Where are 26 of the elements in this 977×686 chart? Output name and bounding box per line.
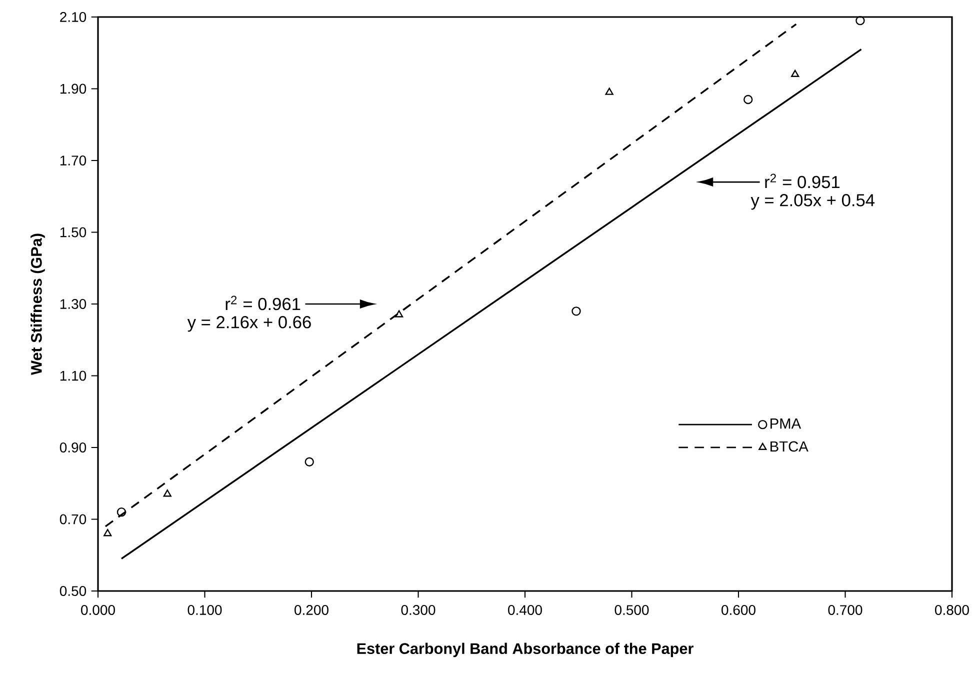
y-tick-label: 1.30: [60, 299, 86, 309]
legend-label: PMA: [770, 418, 802, 429]
x-tick-label: 0.500: [614, 605, 649, 615]
y-tick-label: 0.90: [60, 442, 86, 452]
x-tick-label: 0.000: [81, 605, 115, 615]
y-tick-label: 0.50: [60, 586, 86, 596]
annotation: r$^{2}$ = 0.951: [765, 174, 840, 188]
x-tick-label: 0.300: [401, 605, 436, 615]
x-tick-label: 0.800: [935, 605, 969, 615]
y-tick-label: 1.70: [60, 156, 86, 166]
legend-label: BTCA: [770, 441, 808, 452]
annotation: y = 2.16x + 0.66: [187, 316, 311, 332]
y-tick-label: 1.90: [60, 84, 86, 94]
y-axis-title: Wet Stiffness (GPa): [30, 234, 45, 375]
x-tick-label: 0.600: [722, 605, 756, 615]
y-tick-label: 0.70: [60, 514, 86, 524]
x-axis-title: Ester Carbonyl Band Absorbance of the Paper: [357, 642, 694, 658]
x-tick-label: 0.400: [508, 605, 542, 615]
annotation: r$^{2}$ = 0.961: [226, 296, 300, 310]
x-tick-label: 0.200: [294, 605, 328, 615]
y-tick-label: 1.10: [60, 370, 86, 381]
x-tick-label: 0.700: [828, 605, 862, 615]
annotation: y = 2.05x + 0.54: [750, 194, 875, 210]
y-tick-label: 2.10: [60, 12, 86, 22]
x-tick-label: 0.100: [188, 605, 222, 615]
y-tick-label: 1.50: [60, 227, 86, 238]
